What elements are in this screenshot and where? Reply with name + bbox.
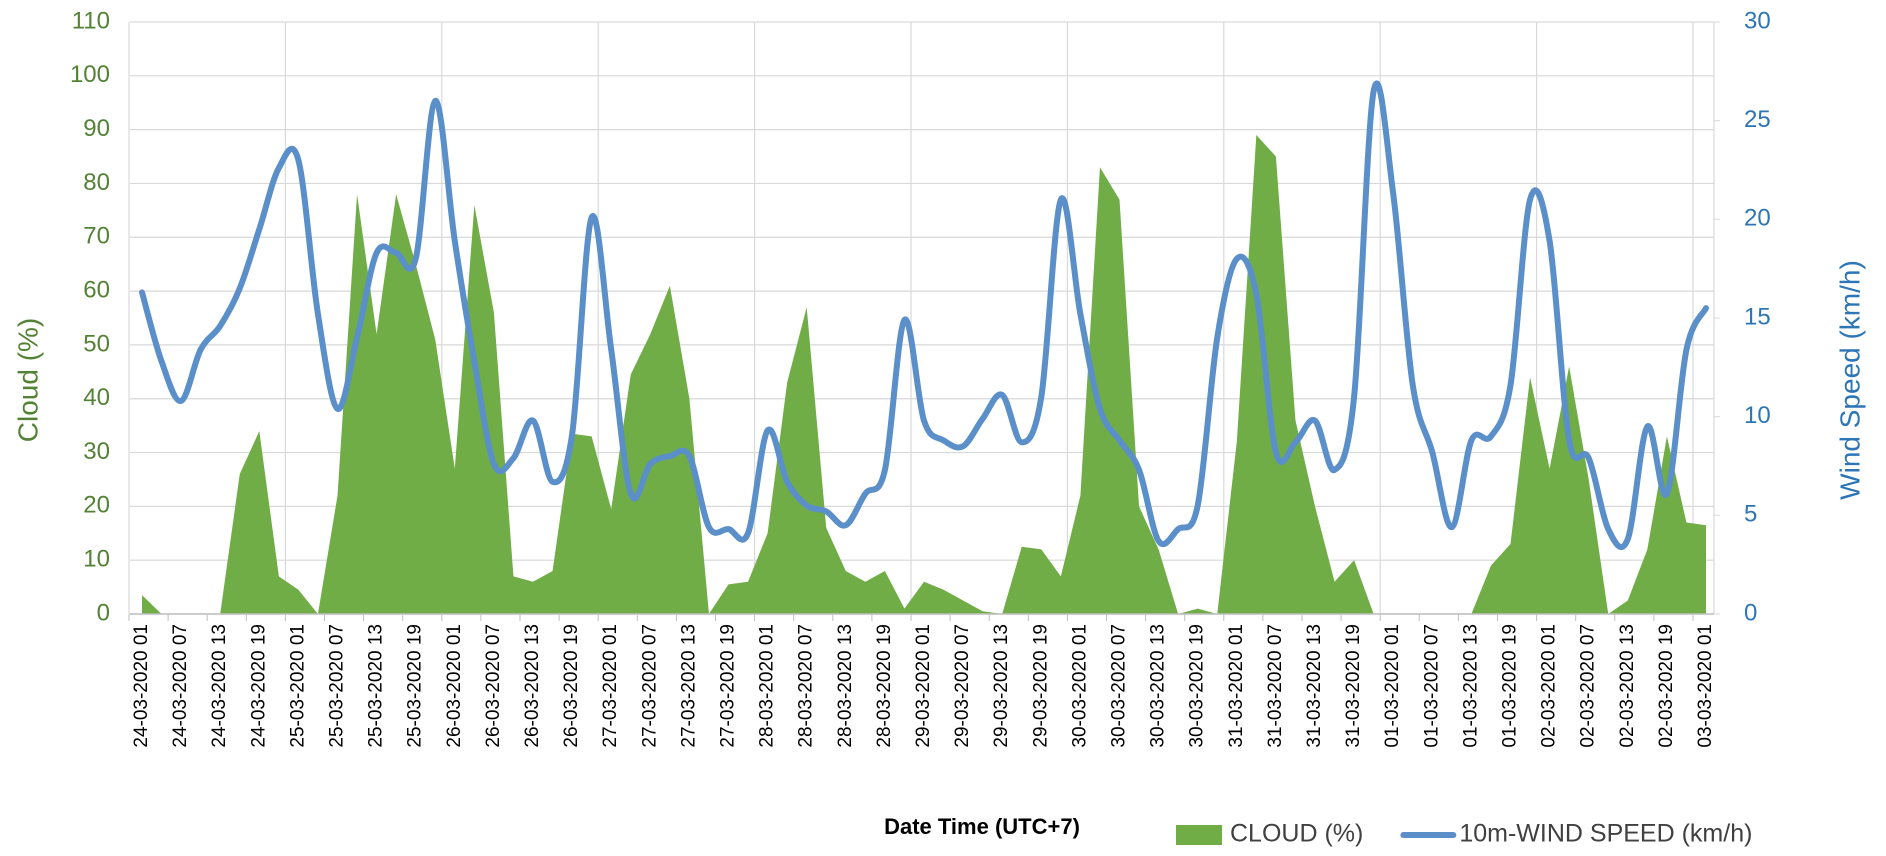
y2-tick-label: 30 xyxy=(1744,7,1771,34)
y2-tick-label: 10 xyxy=(1744,402,1771,429)
x-tick-label: 01-03-2020 19 xyxy=(1500,624,1521,748)
wind-line xyxy=(139,80,1709,550)
x-tick-label: 25-03-2020 07 xyxy=(327,624,348,748)
x-tick-label: 28-03-2020 19 xyxy=(874,624,895,748)
x-tick-label: 30-03-2020 13 xyxy=(1148,624,1169,748)
x-tick-label: 30-03-2020 01 xyxy=(1069,624,1090,748)
x-tick-label: 25-03-2020 13 xyxy=(366,624,387,748)
x-tick-label: 29-03-2020 07 xyxy=(952,624,973,748)
legend-swatch xyxy=(1176,825,1222,845)
y-tick-label: 40 xyxy=(83,384,110,411)
y-tick-label: 0 xyxy=(97,599,110,626)
x-tick-label: 24-03-2020 19 xyxy=(248,624,269,748)
x-tick-label: 02-03-2020 07 xyxy=(1578,624,1599,748)
legend-label: CLOUD (%) xyxy=(1230,820,1363,848)
x-axis-title: Date Time (UTC+7) xyxy=(884,814,1080,839)
legend-label: 10m-WIND SPEED (km/h) xyxy=(1459,820,1752,848)
x-tick-label: 24-03-2020 13 xyxy=(209,624,230,748)
y-tick-label: 70 xyxy=(83,223,110,250)
x-tick-label: 01-03-2020 01 xyxy=(1382,624,1403,748)
y-tick-label: 30 xyxy=(83,438,110,465)
x-tick-label: 02-03-2020 13 xyxy=(1617,624,1638,748)
x-tick-label: 29-03-2020 13 xyxy=(991,624,1012,748)
x-tick-label: 27-03-2020 01 xyxy=(600,624,621,748)
y-axis-title: Cloud (%) xyxy=(12,318,43,442)
x-tick-label: 28-03-2020 01 xyxy=(757,624,778,748)
y-tick-label: 90 xyxy=(83,115,110,142)
y-tick-label: 60 xyxy=(83,276,110,303)
y-tick-label: 50 xyxy=(83,330,110,357)
x-tick-label: 03-03-2020 01 xyxy=(1695,624,1716,748)
y2-tick-label: 15 xyxy=(1744,303,1771,330)
y-tick-label: 80 xyxy=(83,169,110,196)
x-tick-label: 01-03-2020 13 xyxy=(1460,624,1481,748)
x-tick-label: 24-03-2020 01 xyxy=(131,624,152,748)
x-tick-label: 31-03-2020 19 xyxy=(1343,624,1364,748)
y2-tick-label: 0 xyxy=(1744,599,1757,626)
y-tick-label: 20 xyxy=(83,492,110,519)
x-tick-label: 02-03-2020 01 xyxy=(1539,624,1560,748)
x-tick-label: 28-03-2020 07 xyxy=(796,624,817,748)
y2-axis-title: Wind Speed (km/h) xyxy=(1834,260,1865,500)
y2-tick-label: 25 xyxy=(1744,106,1771,133)
y-tick-label: 10 xyxy=(83,546,110,573)
y2-tick-label: 20 xyxy=(1744,205,1771,232)
x-tick-label: 24-03-2020 07 xyxy=(170,624,191,748)
x-tick-label: 29-03-2020 01 xyxy=(913,624,934,748)
x-tick-label: 28-03-2020 13 xyxy=(835,624,856,748)
x-tick-label: 27-03-2020 19 xyxy=(718,624,739,748)
x-tick-label: 25-03-2020 19 xyxy=(405,624,426,748)
x-tick-label: 27-03-2020 07 xyxy=(639,624,660,748)
x-tick-label: 31-03-2020 13 xyxy=(1304,624,1325,748)
x-tick-label: 26-03-2020 19 xyxy=(561,624,582,748)
x-tick-label: 01-03-2020 07 xyxy=(1421,624,1442,748)
x-tick-label: 30-03-2020 07 xyxy=(1109,624,1130,748)
x-tick-label: 29-03-2020 19 xyxy=(1030,624,1051,748)
x-tick-label: 02-03-2020 19 xyxy=(1656,624,1677,748)
y2-tick-label: 5 xyxy=(1744,501,1757,528)
y-tick-label: 110 xyxy=(72,7,110,34)
x-tick-label: 26-03-2020 07 xyxy=(483,624,504,748)
x-tick-label: 25-03-2020 01 xyxy=(287,624,308,748)
x-tick-label: 26-03-2020 01 xyxy=(444,624,465,748)
x-tick-label: 30-03-2020 19 xyxy=(1187,624,1208,748)
x-tick-label: 27-03-2020 13 xyxy=(678,624,699,748)
x-tick-label: 31-03-2020 01 xyxy=(1226,624,1247,748)
cloud-area xyxy=(142,135,1706,614)
y-tick-label: 100 xyxy=(70,61,110,88)
x-tick-label: 31-03-2020 07 xyxy=(1265,624,1286,748)
x-tick-label: 26-03-2020 13 xyxy=(522,624,543,748)
